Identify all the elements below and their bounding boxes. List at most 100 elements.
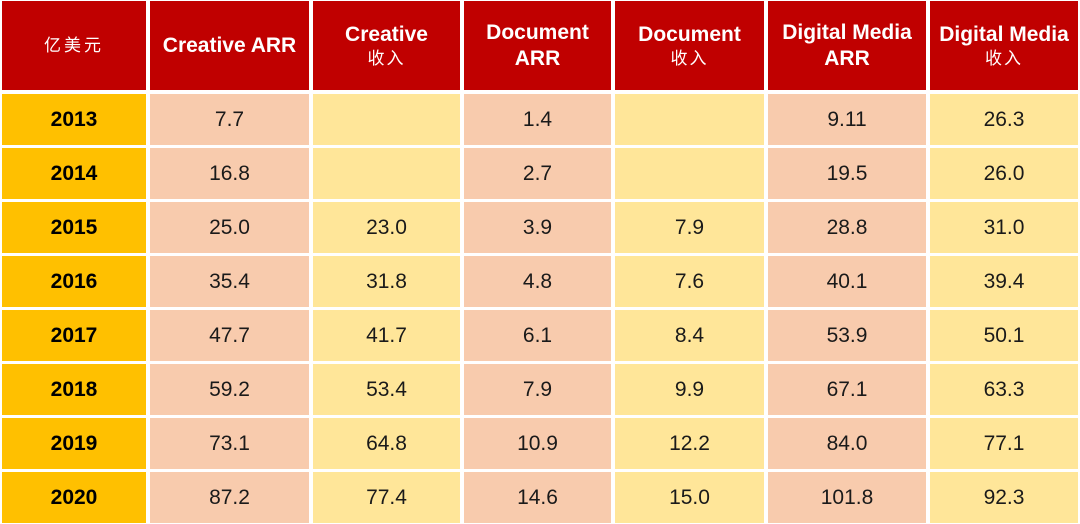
column-header-line2: ARR — [824, 46, 870, 70]
cell-value: 16.8 — [209, 161, 250, 185]
table-cell: 73.1 — [150, 418, 309, 469]
table-cell: 26.0 — [930, 148, 1078, 199]
table-cell: 47.7 — [150, 310, 309, 361]
table-cell: 84.0 — [768, 418, 926, 469]
unit-label: 亿美元 — [44, 35, 104, 56]
column-header-line1: Document — [486, 20, 589, 44]
column-header: Creative ARR — [150, 1, 309, 90]
column-header: Creative 收入 — [313, 1, 460, 90]
column-header-line1: Creative ARR — [162, 33, 297, 57]
cell-value: 7.9 — [522, 377, 553, 401]
table-cell: 77.1 — [930, 418, 1078, 469]
cell-value: 31.0 — [983, 215, 1025, 239]
table-cell: 14.6 — [464, 472, 611, 523]
column-header-line1: Digital Media — [782, 20, 912, 44]
cell-value: 41.7 — [366, 323, 407, 347]
column-header-line2: ARR — [514, 46, 561, 70]
table-cell: 1.4 — [464, 94, 611, 145]
cell-value: 87.2 — [209, 485, 250, 509]
cell-value: 7.9 — [674, 215, 705, 239]
cell-value: 59.2 — [209, 377, 250, 401]
table-cell: 7.6 — [615, 256, 764, 307]
table-cell — [313, 94, 460, 145]
year-cell: 2018 — [2, 364, 146, 415]
column-header: Digital Media 收入 — [930, 1, 1078, 90]
cell-value: 77.1 — [983, 431, 1025, 455]
cell-value: 63.3 — [983, 377, 1025, 401]
cell-value: 10.9 — [517, 431, 558, 455]
year-label: 2014 — [50, 161, 98, 185]
year-cell: 2019 — [2, 418, 146, 469]
year-cell: 2015 — [2, 202, 146, 253]
table-cell: 2.7 — [464, 148, 611, 199]
table-cell: 16.8 — [150, 148, 309, 199]
corner-header: 亿美元 — [2, 1, 146, 90]
cell-value: 40.1 — [826, 269, 868, 293]
table-cell: 25.0 — [150, 202, 309, 253]
cell-value: 31.8 — [366, 269, 407, 293]
cell-value: 15.0 — [669, 485, 710, 509]
cell-value: 7.6 — [674, 269, 705, 293]
cell-value: 9.9 — [674, 377, 705, 401]
cell-value: 67.1 — [826, 377, 868, 401]
cell-value: 26.3 — [983, 107, 1025, 131]
column-header-line1: Digital Media — [939, 22, 1069, 46]
table-cell: 8.4 — [615, 310, 764, 361]
year-label: 2018 — [50, 377, 98, 401]
cell-value: 77.4 — [366, 485, 407, 509]
table-cell: 26.3 — [930, 94, 1078, 145]
year-cell: 2020 — [2, 472, 146, 523]
year-label: 2020 — [50, 485, 98, 509]
cell-value: 53.4 — [366, 377, 407, 401]
table-cell: 40.1 — [768, 256, 926, 307]
year-label: 2017 — [50, 323, 98, 347]
table-cell: 63.3 — [930, 364, 1078, 415]
table-cell: 4.8 — [464, 256, 611, 307]
table-cell — [615, 148, 764, 199]
cell-value: 35.4 — [209, 269, 250, 293]
cell-value: 14.6 — [517, 485, 558, 509]
cell-value: 4.8 — [522, 269, 553, 293]
year-label: 2016 — [50, 269, 98, 293]
year-cell: 2013 — [2, 94, 146, 145]
cell-value: 25.0 — [209, 215, 250, 239]
column-header-line1: Creative — [345, 22, 428, 46]
year-cell: 2014 — [2, 148, 146, 199]
table-cell — [615, 94, 764, 145]
cell-value: 3.9 — [522, 215, 553, 239]
table-cell: 53.9 — [768, 310, 926, 361]
column-header-line1: Document — [638, 22, 741, 46]
year-label: 2015 — [50, 215, 98, 239]
cell-value: 53.9 — [826, 323, 868, 347]
cell-value: 1.4 — [522, 107, 553, 131]
table-cell: 7.7 — [150, 94, 309, 145]
cell-value: 6.1 — [522, 323, 553, 347]
column-header-line2: 收入 — [985, 48, 1023, 69]
cell-value: 64.8 — [366, 431, 407, 455]
table-cell: 41.7 — [313, 310, 460, 361]
cell-value: 73.1 — [209, 431, 250, 455]
table-cell — [313, 148, 460, 199]
cell-value: 26.0 — [983, 161, 1025, 185]
cell-value: 101.8 — [820, 485, 874, 509]
cell-value: 47.7 — [209, 323, 250, 347]
table-cell: 35.4 — [150, 256, 309, 307]
year-label: 2019 — [50, 431, 98, 455]
table-cell: 3.9 — [464, 202, 611, 253]
table-cell: 53.4 — [313, 364, 460, 415]
table-cell: 28.8 — [768, 202, 926, 253]
table-cell: 31.0 — [930, 202, 1078, 253]
year-cell: 2016 — [2, 256, 146, 307]
table-cell: 101.8 — [768, 472, 926, 523]
table-cell: 19.5 — [768, 148, 926, 199]
cell-value: 19.5 — [826, 161, 868, 185]
cell-value: 50.1 — [983, 323, 1025, 347]
table-cell: 39.4 — [930, 256, 1078, 307]
cell-value: 39.4 — [983, 269, 1025, 293]
table-cell: 59.2 — [150, 364, 309, 415]
table-cell: 6.1 — [464, 310, 611, 361]
year-label: 2013 — [50, 107, 98, 131]
table-cell: 31.8 — [313, 256, 460, 307]
column-header: Document 收入 — [615, 1, 764, 90]
